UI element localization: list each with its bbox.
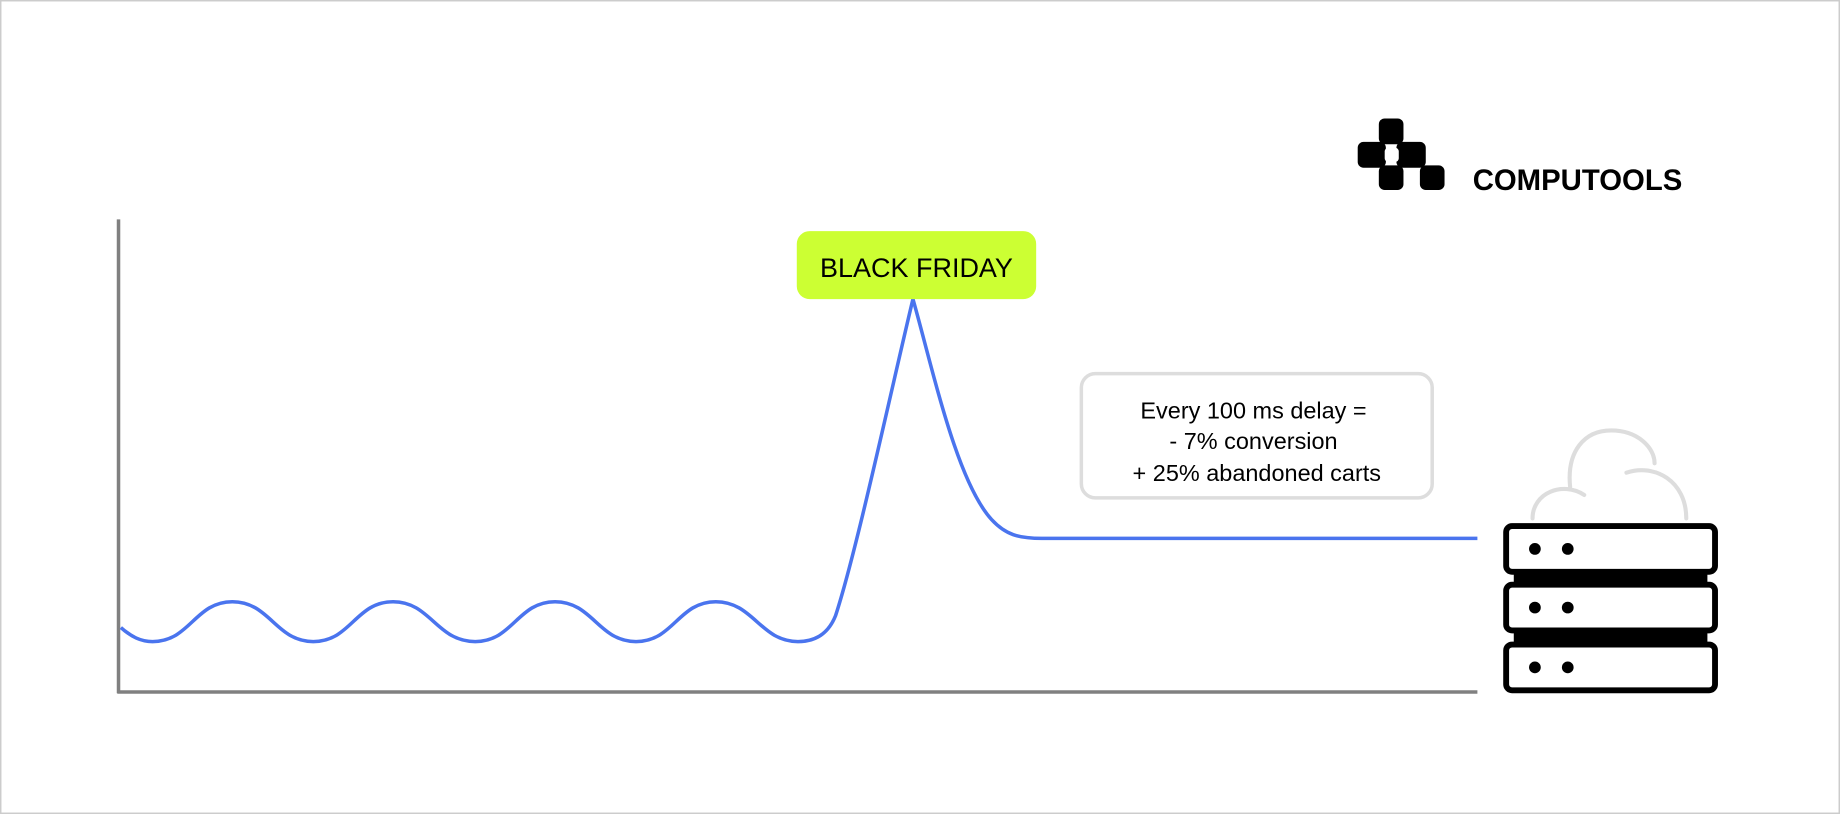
black-friday-badge: [796, 231, 1037, 300]
info-line-3: + 25% abandoned carts: [1133, 460, 1381, 486]
cloud-icon: [1530, 428, 1689, 521]
black-friday-label: BLACK FRIDAY: [820, 253, 1013, 283]
server-stack-icon: [1503, 523, 1718, 694]
info-line-2: - 7% conversion: [1169, 428, 1337, 454]
server-unit: [1503, 641, 1718, 694]
brand-name: COMPUTOOLS: [1473, 164, 1683, 197]
server-unit: [1503, 523, 1718, 575]
computools-logo-icon: [1357, 118, 1445, 191]
info-line-1: Every 100 ms delay =: [1140, 398, 1366, 424]
svg-text:Every 100 ms delay = - 7%: Every 100 ms delay = - 7% conversion + 2…: [1133, 398, 1381, 486]
server-unit: [1503, 581, 1718, 634]
info-box: [1079, 371, 1434, 500]
